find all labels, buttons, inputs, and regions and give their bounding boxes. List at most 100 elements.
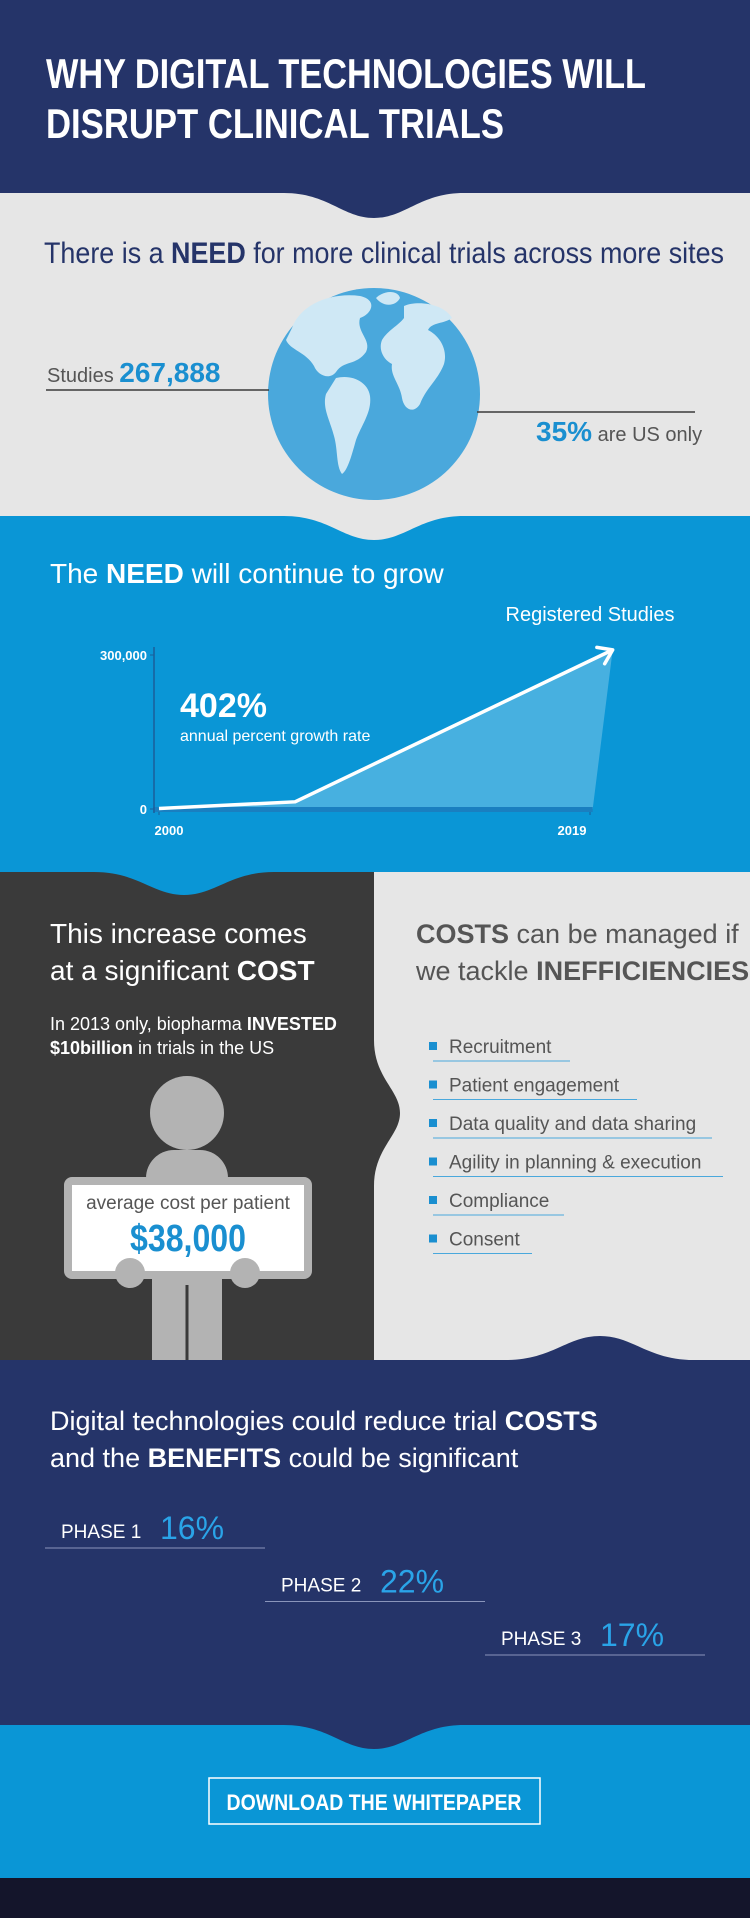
area	[159, 649, 613, 809]
text: The	[50, 558, 98, 589]
text: in trials in the US	[138, 1038, 274, 1058]
title-line: DISRUPT CLINICAL TRIALS	[46, 100, 504, 147]
bullet	[429, 1234, 437, 1243]
button-border[interactable]	[208, 1777, 541, 1825]
person-icon	[64, 1076, 312, 1360]
phase-value: 17%	[600, 1617, 664, 1653]
button-label[interactable]: DOWNLOAD THE WHITEPAPER	[227, 1790, 522, 1815]
text: This increase comes	[50, 918, 307, 949]
spend-text: $10billion in trials in the US	[50, 1038, 274, 1058]
bullet	[429, 1080, 437, 1089]
phase-label: PHASE 3	[501, 1629, 581, 1650]
globe	[268, 288, 480, 500]
inefficiency-list: Recruitment Patient engagement Data qualit…	[429, 1037, 723, 1254]
text: are US only	[598, 424, 703, 446]
text: In 2013 only, biopharma	[50, 1014, 243, 1034]
continent	[324, 376, 371, 474]
studies-label: Studies 267,888	[47, 357, 221, 388]
bottom-bar	[0, 1878, 750, 1918]
text: COSTS	[505, 1406, 598, 1436]
spend-text: In 2013 only, biopharma INVESTED	[50, 1014, 337, 1034]
text: COSTS	[416, 919, 509, 949]
section-heading: we tackle INEFFICIENCIES	[415, 956, 749, 986]
bump	[94, 872, 274, 895]
growth-bg	[0, 516, 750, 872]
text: at a significant	[50, 955, 229, 986]
x-tick-label: 2000	[155, 823, 184, 838]
y-tick-label: 300,000	[100, 648, 147, 663]
bullet	[429, 1157, 437, 1166]
list-item: Agility in planning & execution	[449, 1153, 701, 1174]
text: could be significant	[289, 1443, 519, 1473]
footer-bg	[0, 1725, 750, 1878]
text: for more clinical trials across more sit…	[253, 237, 724, 270]
bump	[284, 1725, 464, 1749]
person-hand	[230, 1258, 260, 1288]
section-heading: COSTS can be managed if	[416, 919, 739, 949]
text: Digital technologies could reduce trial	[50, 1406, 497, 1436]
bump	[284, 193, 464, 218]
annotation-label: annual percent growth rate	[180, 728, 370, 745]
section-heading: and the BENEFITS could be significant	[50, 1443, 519, 1473]
continent	[286, 295, 372, 377]
continent	[380, 303, 452, 410]
line	[158, 648, 614, 811]
text: $10billion	[50, 1038, 133, 1058]
studies-value: 267,888	[119, 357, 220, 388]
benefits-bg	[0, 1360, 750, 1725]
section-heading: at a significant COST	[50, 955, 315, 986]
sign-label: average cost per patient	[86, 1193, 291, 1214]
text: NEED	[171, 237, 246, 270]
phase-value: 22%	[380, 1564, 444, 1600]
text: There is a	[44, 237, 164, 270]
list-item: Data quality and data sharing	[449, 1114, 696, 1135]
text: INEFFICIENCIES	[536, 956, 749, 986]
list-item: Recruitment	[449, 1037, 552, 1058]
list-item: Consent	[449, 1230, 520, 1251]
text: NEED	[106, 558, 184, 589]
section-heading: Digital technologies could reduce trial …	[50, 1406, 598, 1436]
text: can be managed if	[517, 919, 740, 949]
phase-label: PHASE 2	[281, 1576, 361, 1597]
text: will continue to grow	[191, 558, 445, 589]
section-heading: There is a NEED for more clinical trials…	[44, 237, 724, 270]
section-heading: This increase comes	[50, 918, 307, 949]
person-hand	[115, 1258, 145, 1288]
growth-chart: 0 300,000 2000 2019	[100, 645, 615, 838]
us-label: 35% are US only	[536, 416, 702, 447]
continent	[376, 292, 400, 305]
text: we tackle	[415, 956, 529, 986]
bump	[284, 516, 464, 540]
bullet	[429, 1196, 437, 1204]
list-item: Patient engagement	[449, 1076, 620, 1097]
bullet	[429, 1119, 437, 1127]
bump	[374, 1040, 400, 1186]
sign	[64, 1177, 312, 1279]
y-tick-label: 0	[140, 802, 147, 817]
sign-value: $38,000	[130, 1218, 246, 1260]
phase-list: PHASE 1 16% PHASE 2 22% PHASE 3 17%	[45, 1510, 705, 1656]
arrowhead	[595, 645, 615, 666]
phase-value: 16%	[160, 1510, 224, 1546]
text: Studies	[47, 365, 114, 387]
text: BENEFITS	[148, 1443, 282, 1473]
text: INVESTED	[247, 1014, 337, 1034]
us-value: 35%	[536, 416, 592, 447]
person-head	[150, 1076, 224, 1150]
text: COST	[237, 955, 315, 986]
phase-label: PHASE 1	[61, 1522, 141, 1543]
inefficiency-bg	[374, 872, 750, 1360]
bullet	[429, 1042, 437, 1050]
title-line: WHY DIGITAL TECHNOLOGIES WILL	[46, 50, 646, 97]
download-button[interactable]: DOWNLOAD THE WHITEPAPER	[208, 1777, 541, 1825]
chart-title: Registered Studies	[506, 604, 675, 626]
section-heading: The NEED will continue to grow	[50, 558, 445, 589]
list-item: Compliance	[449, 1191, 549, 1212]
header-bg	[0, 0, 750, 193]
annotation-value: 402%	[180, 687, 267, 725]
bump	[506, 1336, 694, 1360]
x-tick-label: 2019	[558, 823, 587, 838]
baseline-band	[153, 807, 593, 812]
